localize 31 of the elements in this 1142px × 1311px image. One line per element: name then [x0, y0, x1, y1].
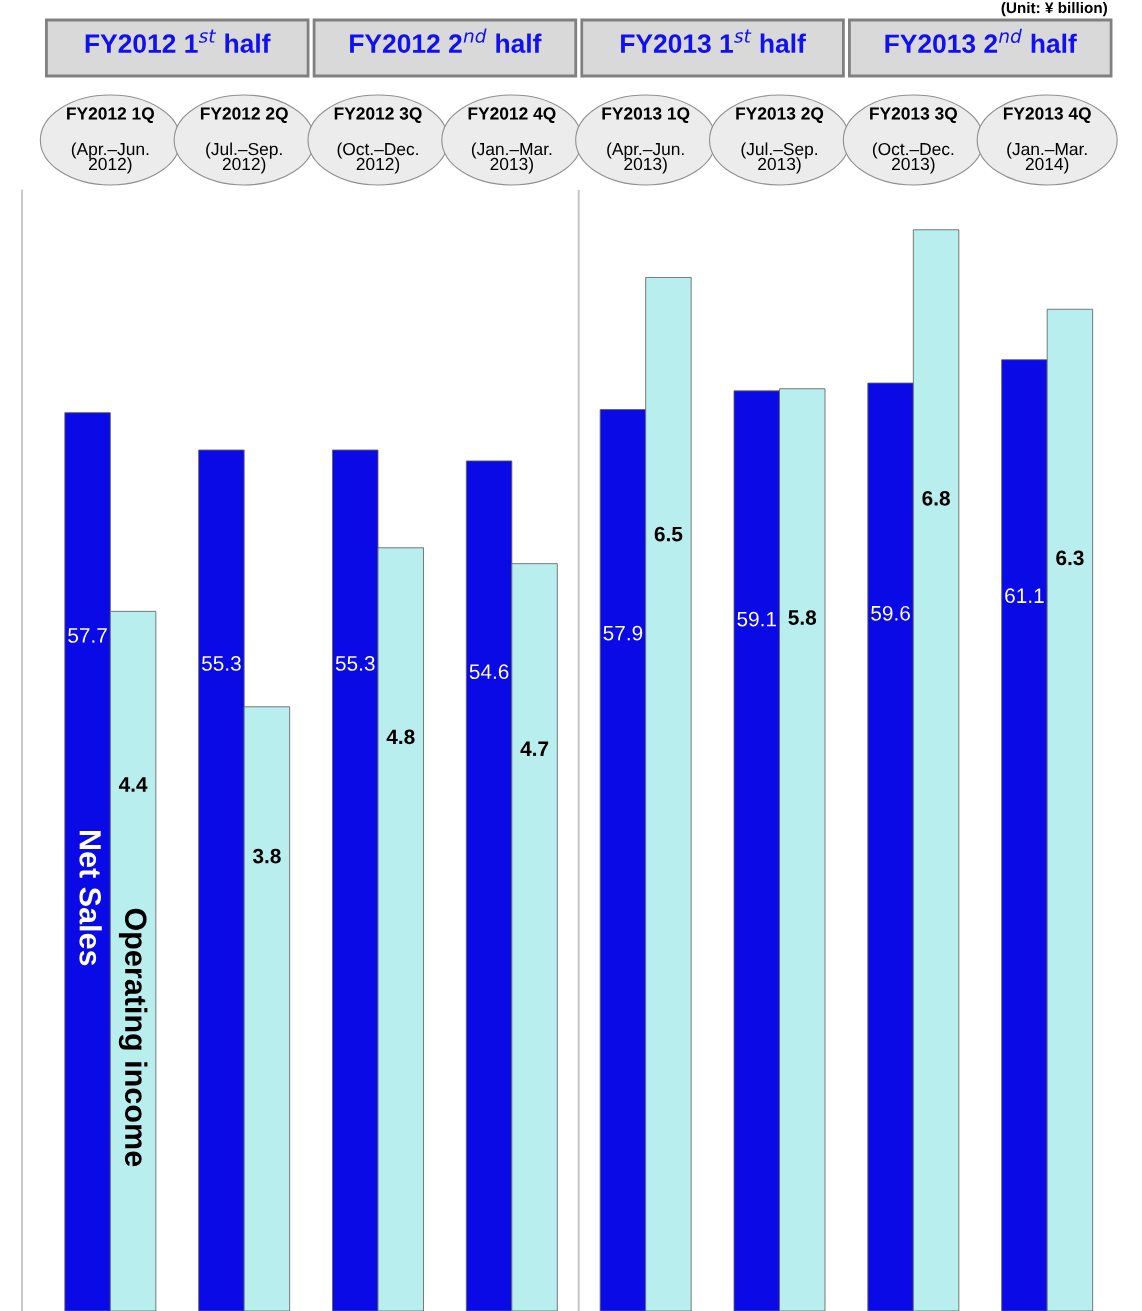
- data-label: 57.9: [603, 625, 643, 641]
- data-label: 57.7: [68, 628, 107, 643]
- data-label: 54.6: [469, 664, 509, 680]
- x-tick-label: FY2013 2Q (Jul.–Sep. 2013): [736, 107, 824, 174]
- data-label: 6.8: [922, 490, 950, 506]
- text: FY2013 2$^{nd}$ half: [885, 28, 1077, 54]
- data-label: 4.7: [520, 741, 549, 756]
- data-label: 61.1: [1005, 588, 1044, 604]
- series-label: Net Sales: [79, 831, 102, 966]
- data-label: 6.3: [1056, 550, 1084, 566]
- data-label: 55.3: [201, 656, 241, 671]
- text: FY2012 1$^{st}$ half: [85, 29, 271, 53]
- x-tick-label: FY2012 2Q (Jul.–Sep. 2012): [200, 107, 288, 174]
- text: (Unit: ¥ billion): [1001, 2, 1107, 17]
- series-label: Operating income: [118, 908, 148, 1167]
- x-tick-label: FY2012 4Q (Jan.–Mar. 2013): [468, 107, 556, 174]
- x-tick-label: FY2013 1Q (Apr.–Jun. 2013): [602, 107, 690, 174]
- x-tick-label: FY2013 3Q (Oct.–Dec. 2013): [870, 107, 958, 174]
- data-label: 5.8: [788, 610, 817, 625]
- x-tick-label: FY2013 4Q (Jan.–Mar. 2014): [1003, 107, 1091, 174]
- data-label: 59.1: [737, 611, 777, 627]
- data-label: 3.8: [252, 848, 281, 864]
- text: FY2012 2$^{nd}$ half: [350, 28, 542, 53]
- data-label: 4.4: [118, 777, 148, 792]
- data-label: 4.8: [386, 729, 415, 745]
- x-tick-label: FY2012 3Q (Oct.–Dec. 2012): [334, 107, 422, 174]
- data-label: 59.6: [871, 605, 910, 621]
- text: FY2013 1$^{st}$ half: [621, 29, 806, 53]
- x-tick-label: FY2012 1Q (Apr.–Jun. 2012): [67, 107, 154, 174]
- data-label: 6.5: [654, 526, 683, 542]
- data-label: 55.3: [335, 656, 375, 671]
